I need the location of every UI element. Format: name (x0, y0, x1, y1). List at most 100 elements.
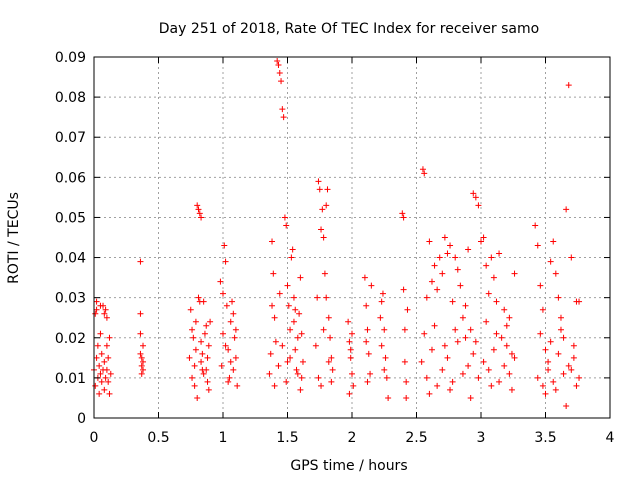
data-point (447, 386, 454, 393)
y-tick-label: 0.06 (55, 170, 86, 186)
data-point (537, 330, 544, 337)
data-point (401, 326, 408, 333)
data-point (419, 166, 426, 173)
data-point (325, 314, 332, 321)
data-point (312, 342, 319, 349)
data-point (428, 346, 435, 353)
y-axis-label: ROTI / TECUs (6, 192, 22, 284)
data-point (421, 170, 428, 177)
data-point (381, 326, 388, 333)
data-point (490, 346, 497, 353)
data-point (431, 262, 438, 269)
data-point (138, 362, 145, 369)
data-point (284, 358, 291, 365)
data-point (467, 394, 474, 401)
data-point (436, 254, 443, 261)
data-point (327, 334, 334, 341)
data-point (483, 318, 490, 325)
data-point (299, 358, 306, 365)
data-point (220, 330, 226, 337)
data-point (318, 226, 325, 233)
data-point (191, 362, 198, 369)
data-point (315, 374, 322, 381)
data-point (218, 362, 225, 369)
data-point (555, 350, 562, 357)
data-point (140, 358, 147, 365)
data-point (364, 378, 371, 385)
data-point (138, 354, 145, 361)
y-tick-label: 0.09 (55, 50, 86, 66)
data-point (368, 282, 375, 289)
data-point (459, 314, 466, 321)
data-point (137, 330, 144, 337)
data-point (418, 358, 425, 365)
data-point (385, 394, 392, 401)
data-point (552, 386, 559, 393)
data-point (403, 378, 410, 385)
data-point (488, 382, 495, 389)
data-point (365, 350, 372, 357)
data-point (98, 378, 105, 385)
data-point (347, 346, 354, 353)
data-point (297, 386, 304, 393)
y-tick-label: 0.03 (55, 291, 86, 307)
data-point (137, 350, 144, 357)
data-point (316, 186, 323, 193)
data-point (508, 386, 515, 393)
data-point (347, 354, 354, 361)
data-point (475, 374, 482, 381)
data-point (501, 306, 508, 313)
data-point (379, 290, 386, 297)
data-point (557, 326, 564, 333)
data-point (274, 58, 281, 65)
data-point (467, 326, 474, 333)
data-point (496, 378, 503, 385)
data-point (552, 270, 559, 277)
data-point (557, 314, 564, 321)
y-tick-label: 0.01 (55, 371, 86, 387)
data-point (290, 294, 297, 301)
data-point (105, 378, 112, 385)
data-point (272, 338, 279, 345)
data-point (470, 350, 477, 357)
data-point (284, 282, 291, 289)
data-point (444, 250, 451, 257)
data-point (426, 390, 433, 397)
data-point (421, 330, 428, 337)
data-point (205, 342, 212, 349)
y-tick-labels: 0 0.01 0.02 0.03 0.04 0.05 0.06 0.07 0.08 0.09 (55, 50, 86, 427)
data-point (444, 354, 451, 361)
data-point (232, 326, 239, 333)
data-point (227, 358, 234, 365)
data-point (271, 382, 278, 389)
data-point (328, 378, 335, 385)
data-point (205, 386, 212, 393)
data-point (97, 370, 104, 377)
data-point (319, 206, 326, 213)
data-point (275, 62, 282, 69)
data-point (320, 234, 327, 241)
data-point (449, 298, 456, 305)
data-point (399, 210, 406, 217)
data-point (401, 358, 408, 365)
data-point (323, 294, 330, 301)
data-point (97, 302, 104, 309)
data-point (234, 382, 241, 389)
data-point (426, 238, 433, 245)
data-point (550, 238, 557, 245)
data-point (276, 290, 283, 297)
data-point (190, 334, 197, 341)
data-point (329, 366, 336, 373)
y-tick-label: 0.04 (55, 251, 86, 267)
data-point (276, 70, 283, 77)
data-point (92, 382, 99, 389)
data-point (498, 334, 505, 341)
data-point (400, 214, 407, 221)
data-point (547, 338, 554, 345)
data-point (496, 250, 503, 257)
data-point (140, 366, 147, 373)
data-point (93, 298, 100, 305)
data-point (545, 358, 552, 365)
data-point (441, 234, 448, 241)
x-tick-label: 1 (219, 430, 228, 446)
